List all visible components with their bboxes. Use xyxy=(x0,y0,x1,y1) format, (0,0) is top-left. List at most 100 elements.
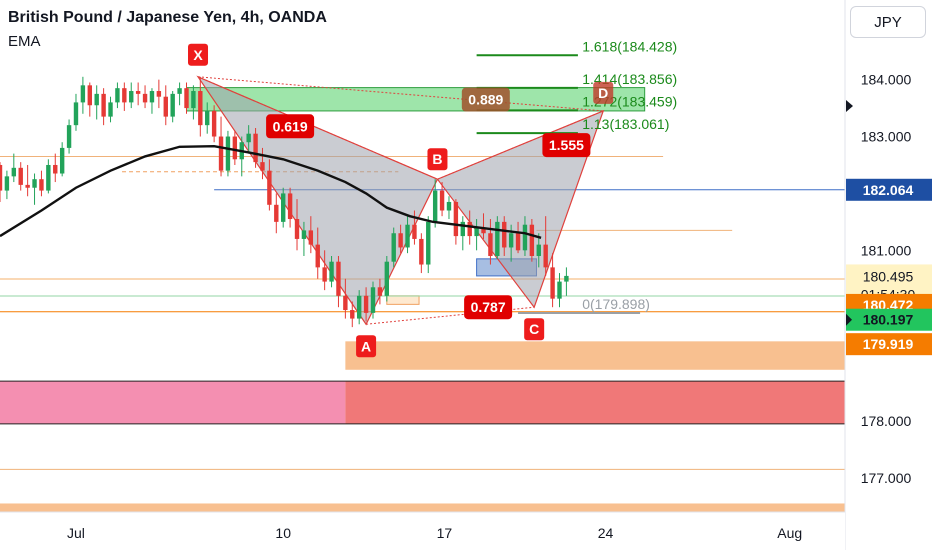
candle xyxy=(260,147,265,180)
candle-body xyxy=(343,295,348,311)
candle-body xyxy=(515,233,521,251)
candle xyxy=(253,128,258,168)
candle-body xyxy=(274,204,279,222)
pattern-point-text: D xyxy=(598,85,608,101)
candle xyxy=(18,162,23,191)
candle xyxy=(426,216,431,274)
candle-body xyxy=(177,88,182,94)
fib-label: 0(179.898) xyxy=(582,296,650,312)
candle xyxy=(564,267,569,296)
candle-body xyxy=(46,164,51,191)
ratio-label: 0.889 xyxy=(461,87,510,112)
candle xyxy=(281,187,286,228)
candle xyxy=(32,173,37,205)
ratio-text: 0.889 xyxy=(468,92,503,108)
candle xyxy=(529,219,535,262)
x-tick-label: Aug xyxy=(777,525,802,541)
candle-body xyxy=(356,295,362,319)
candle xyxy=(481,213,486,239)
price-badge-bg xyxy=(846,333,932,356)
candle-body xyxy=(370,287,376,313)
candle xyxy=(149,88,155,114)
candle-body xyxy=(453,201,459,237)
candle-body xyxy=(363,295,369,313)
harmonic-pattern-layer xyxy=(196,75,605,326)
zone-6 xyxy=(386,295,420,305)
candle xyxy=(515,221,521,254)
pattern-point-box xyxy=(524,318,545,341)
candle-body xyxy=(225,136,231,171)
candle xyxy=(46,159,51,194)
candle xyxy=(432,179,438,228)
candle xyxy=(294,199,300,251)
candle xyxy=(4,170,10,200)
pattern-point-c: C xyxy=(524,318,545,341)
indicator-label[interactable]: EMA xyxy=(8,33,41,50)
candle-body xyxy=(205,110,210,126)
ratio-label: 1.555 xyxy=(542,133,591,158)
candle xyxy=(184,82,189,114)
candle-body xyxy=(322,267,327,282)
candle-body xyxy=(59,147,65,174)
candle-body xyxy=(0,164,3,191)
candle-body xyxy=(11,167,17,177)
candle xyxy=(308,216,314,254)
candle xyxy=(108,96,113,123)
candle xyxy=(198,76,203,137)
candle-body xyxy=(336,261,341,296)
pattern-point-box xyxy=(427,148,448,171)
candle-body xyxy=(446,201,452,211)
candle xyxy=(122,82,127,111)
candle xyxy=(211,105,217,143)
candle-body xyxy=(122,88,127,103)
candle-body xyxy=(101,93,106,117)
pattern-point-text: C xyxy=(529,321,539,337)
candle xyxy=(156,79,162,109)
candle-body xyxy=(564,275,569,282)
candle-body xyxy=(156,91,162,97)
pattern-point-box xyxy=(356,335,377,358)
candle xyxy=(536,233,541,268)
candle-body xyxy=(94,93,99,106)
candle xyxy=(315,227,320,279)
time-axis-bg xyxy=(0,512,845,550)
candle xyxy=(363,287,369,322)
pattern-bd xyxy=(437,110,604,180)
ratio-box xyxy=(464,295,513,320)
ratio-box xyxy=(266,114,315,139)
candle xyxy=(246,125,251,154)
pattern-point-text: X xyxy=(193,47,203,63)
candle-body xyxy=(377,287,383,296)
candle xyxy=(129,82,134,109)
candle-body xyxy=(260,162,265,171)
pattern-point-a: A xyxy=(356,335,377,358)
candle xyxy=(170,91,175,123)
candle xyxy=(163,85,168,126)
x-tick-label: Jul xyxy=(67,525,85,541)
price-badge-bg xyxy=(846,308,932,331)
candle xyxy=(115,82,120,109)
candle xyxy=(336,256,341,308)
candle xyxy=(142,85,148,109)
candle xyxy=(488,219,493,265)
ratio-box xyxy=(542,133,591,158)
candle-body xyxy=(495,221,500,256)
candle-body xyxy=(301,230,307,239)
candle-body xyxy=(550,267,555,299)
candle-body xyxy=(481,227,486,234)
candle xyxy=(73,93,79,131)
currency-button[interactable]: JPY xyxy=(850,6,926,38)
candle-body xyxy=(543,244,548,268)
zones-layer xyxy=(0,87,845,524)
candle xyxy=(191,85,196,120)
candle xyxy=(377,278,383,305)
pattern-labels-layer: X A B C D 0.619 0.889 1.555 0.787 xyxy=(188,43,614,358)
candle-body xyxy=(253,133,258,163)
candle-body xyxy=(502,221,507,248)
candle-body xyxy=(488,233,493,256)
price-badge-value: 182.064 xyxy=(863,182,914,198)
candle-body xyxy=(557,281,562,299)
